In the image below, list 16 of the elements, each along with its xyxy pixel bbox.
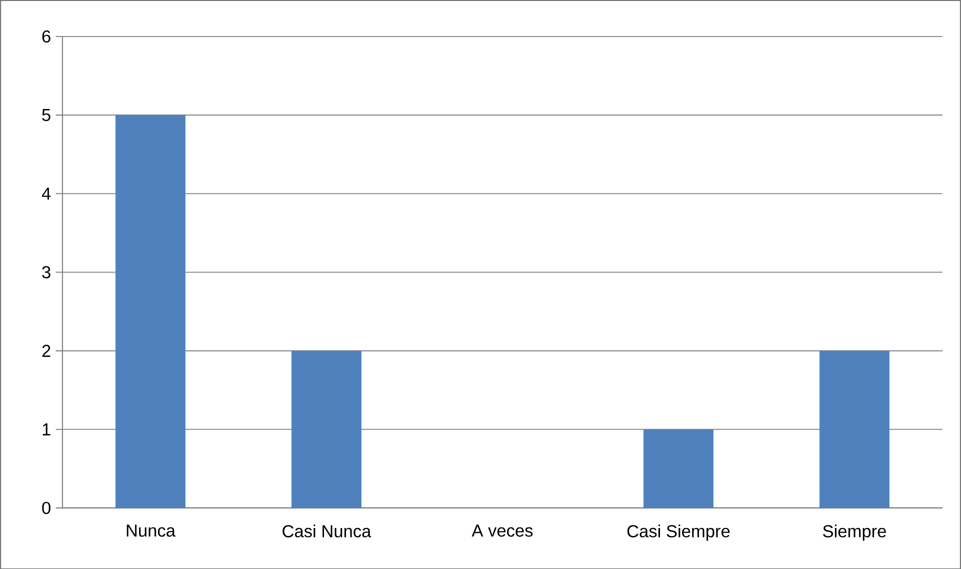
x-tick-label: Casi Siempre <box>627 524 730 541</box>
y-tick-label: 6 <box>42 30 50 42</box>
y-tick-label: 2 <box>42 344 50 357</box>
y-tick-label: 4 <box>42 187 51 200</box>
bar <box>116 114 186 508</box>
bar <box>820 350 890 508</box>
x-tick-label: A veces <box>472 524 533 537</box>
y-tick-label: 1 <box>42 423 50 436</box>
x-tick-label: Casi Nunca <box>282 524 372 538</box>
bar <box>292 350 362 508</box>
x-tick-label: Nunca <box>126 524 176 537</box>
y-tick-label: 3 <box>42 266 50 278</box>
y-tick-label: 5 <box>42 108 50 121</box>
bar <box>644 429 714 508</box>
y-tick-label: 0 <box>42 502 50 514</box>
x-tick-label: Siempre <box>823 524 886 541</box>
